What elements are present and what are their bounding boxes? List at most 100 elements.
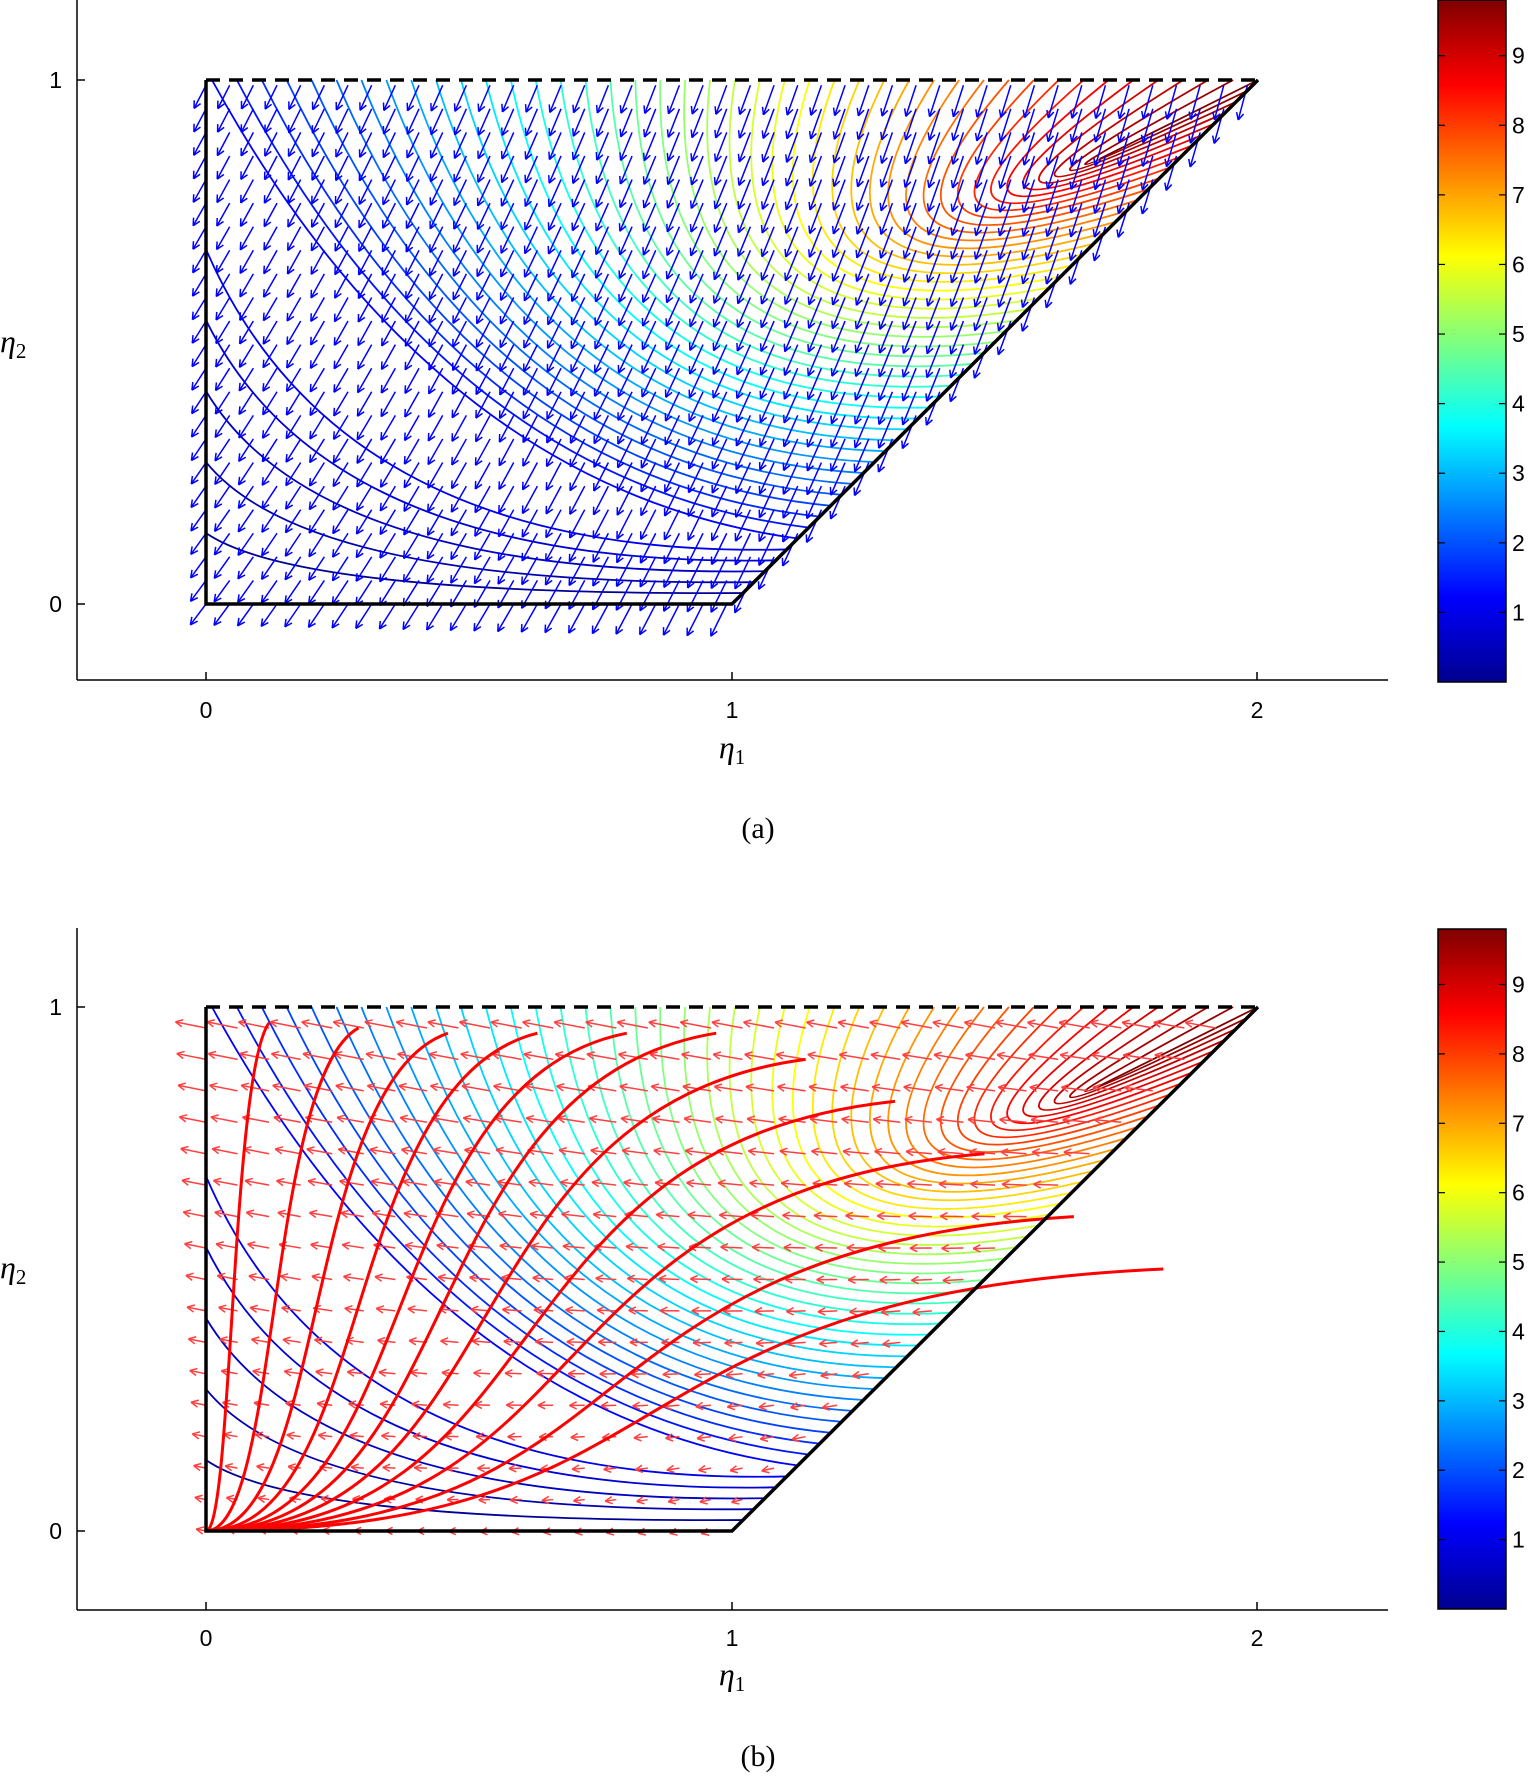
vector-arrow [1061, 1083, 1090, 1093]
vector-arrow [308, 462, 325, 487]
vector-arrow [530, 1242, 554, 1251]
contour-line [285, 1006, 831, 1434]
vector-arrow [223, 1431, 238, 1440]
colorbar-tick-label: 6 [1512, 1180, 1525, 1206]
streamline [205, 1031, 628, 1533]
vector-arrow [381, 226, 397, 253]
vector-arrow [524, 108, 539, 137]
vector-arrow [665, 1433, 680, 1442]
contour-line [236, 1006, 809, 1456]
vector-arrow [452, 320, 468, 348]
vector-arrow [750, 1211, 775, 1220]
vector-arrow [927, 85, 941, 118]
vector-arrow [856, 84, 870, 117]
vector-arrow [569, 438, 586, 468]
vector-arrow [599, 1369, 617, 1379]
vector-arrow [926, 202, 941, 236]
vector-arrow [854, 273, 870, 306]
vector-arrow [806, 438, 823, 472]
vector-arrow [522, 1019, 554, 1029]
vector-arrow [876, 1211, 901, 1221]
vector-arrow [966, 1083, 996, 1093]
vector-arrow [775, 1051, 806, 1061]
vector-arrow [404, 297, 420, 324]
vector-arrow [570, 1432, 585, 1442]
vector-arrow [190, 414, 207, 438]
vector-arrow [1154, 1051, 1185, 1061]
vector-arrow [912, 1307, 932, 1317]
vector-arrow [260, 556, 278, 580]
vector-arrow [344, 1304, 364, 1314]
vector-arrow [429, 108, 444, 136]
contour-line [260, 1006, 820, 1445]
vector-arrow [758, 1402, 775, 1411]
colorbar-tick-label: 4 [1512, 391, 1525, 417]
vector-arrow [215, 320, 231, 345]
vector-arrow [546, 415, 562, 444]
vector-arrow [903, 155, 917, 188]
vector-arrow [595, 84, 610, 114]
vector-arrow [712, 273, 728, 304]
vector-arrow [664, 367, 681, 398]
vector-arrow [603, 1464, 617, 1473]
vector-arrow [710, 532, 728, 566]
vector-arrow [721, 1274, 743, 1284]
vector-arrow [759, 1433, 775, 1443]
vector-arrow [308, 532, 325, 558]
vector-arrow [855, 250, 870, 283]
vector-arrow [284, 603, 302, 628]
vector-arrow [687, 438, 704, 470]
vector-arrow [380, 414, 397, 441]
vector-arrow [1045, 132, 1059, 166]
vector-arrow [592, 1210, 617, 1220]
vector-arrow [380, 344, 397, 371]
vector-arrow [1045, 179, 1059, 214]
vector-arrow [1045, 155, 1059, 190]
vector-arrow [477, 132, 491, 160]
colorbar-tick-label: 7 [1512, 1110, 1525, 1136]
streamline [205, 1057, 806, 1533]
vector-arrow [694, 1370, 712, 1379]
vector-arrow [261, 438, 278, 463]
vector-arrow [340, 1209, 364, 1219]
contour-line [850, 79, 1094, 266]
vector-arrow [783, 344, 799, 377]
vector-arrow [500, 249, 515, 278]
vector-arrow [616, 532, 633, 564]
vector-arrow [476, 226, 491, 254]
colorbar-tick-label: 5 [1512, 1249, 1525, 1275]
vector-arrow [356, 391, 373, 417]
vector-arrow [302, 1050, 333, 1061]
vector-arrow [545, 509, 562, 539]
vector-arrow [500, 226, 515, 254]
vector-arrow [619, 84, 633, 114]
vector-arrow [500, 132, 515, 160]
vector-arrow [936, 1115, 964, 1125]
vector-arrow [681, 1051, 712, 1061]
vector-arrow [807, 226, 823, 258]
vector-arrow [1121, 1019, 1153, 1029]
vector-arrow [247, 1241, 270, 1250]
vector-arrow [331, 580, 349, 605]
vector-arrow [643, 108, 657, 138]
vector-arrow [649, 1051, 680, 1061]
panel-label-b: (b) [741, 1740, 776, 1773]
vector-arrow [926, 226, 941, 260]
vector-arrow [806, 1019, 838, 1029]
vector-arrow [192, 202, 207, 227]
vector-arrow [498, 1210, 522, 1219]
vector-arrow [711, 462, 728, 494]
vector-arrow [498, 438, 515, 467]
vector-arrow [736, 297, 752, 328]
vector-arrow [311, 84, 326, 111]
vector-arrow [711, 391, 728, 423]
vector-arrow [665, 273, 681, 304]
colorbar-tick-label: 2 [1512, 530, 1525, 556]
vector-arrow [569, 391, 586, 421]
vector-arrow [971, 1212, 996, 1221]
vector-arrow [452, 226, 468, 254]
vector-arrow [428, 297, 444, 324]
vector-arrow [909, 1243, 932, 1253]
vector-arrow [630, 1369, 648, 1379]
vector-arrow [829, 462, 846, 496]
